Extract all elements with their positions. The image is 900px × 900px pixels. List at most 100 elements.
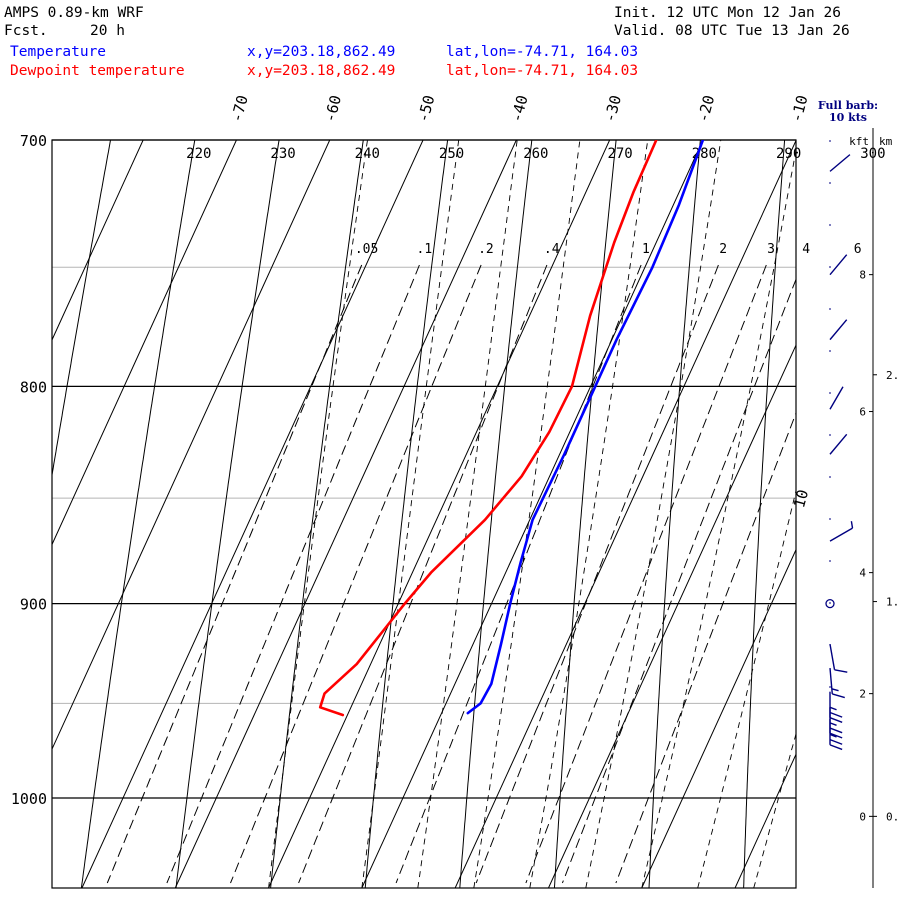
isotherm--60 [52,140,331,751]
dry-adiabat-label-290: 290 [776,146,801,162]
temperature-label--60: -60 [321,93,345,124]
wind-barb-feather-11-0 [829,744,843,751]
wind-barb-feather-10-1 [829,727,843,734]
pressure-label-700: 700 [20,132,47,150]
temperature-profile [466,140,705,715]
moist-adiabat-16 [697,488,796,888]
height-km-unit: km [879,135,893,148]
isotherm--20 [361,140,704,888]
mixing-ratio-line-5 [475,264,719,884]
mixing-ratio-line-0 [106,264,363,884]
mixing-ratio-line-6 [525,264,767,884]
km-label-2.: 2. [886,369,899,382]
temperature-label--30: -30 [601,93,625,124]
wind-barb-0 [829,154,851,172]
wind-barb-feather-9-1 [829,711,843,718]
wind-barb-feather-7-0 [834,669,848,673]
dry-adiabat-290 [743,140,786,888]
isotherm-10 [641,548,796,888]
temperature-label--50: -50 [414,93,438,124]
dry-adiabat-label-260: 260 [523,146,548,162]
mixing-ratio-line-1 [166,264,420,884]
moist-adiabat--20 [361,140,460,888]
wind-barb-7 [829,644,848,673]
moist-adiabat--2 [529,140,649,888]
kft-label-8: 8 [859,269,866,282]
forecast-label: Fcst. [4,23,48,39]
kft-label-6: 6 [859,406,866,419]
wind-barb-staff-5 [829,527,853,542]
wind-barb-staff-4 [829,433,848,455]
isotherm-20 [734,753,796,888]
chart-labels: 700 800 900 1000 -70 -60 -50 -40 -30 -20 -10 10 220 2… [11,93,886,808]
dry-adiabat-270 [553,140,617,888]
mixing-ratio-line-3 [298,264,548,884]
wind-barb-feather-9-2 [829,706,837,711]
legend-dewpoint-xy: x,y=203.18,862.49 [247,63,396,79]
wind-barb-feather-10-0 [829,732,843,739]
wind-barb-staff-2 [829,319,848,341]
valid-time: Valid. 08 UTC Tue 13 Jan 26 [614,23,850,39]
isotherm--50 [81,140,424,888]
plot-border [51,139,797,889]
temperature-label--20: -20 [694,93,718,124]
wind-barb-feather-5-0 [850,521,854,529]
isotherm--70 [52,140,237,546]
temperature-label-right-10: 10 [790,488,812,510]
legend-dewpoint-latlon: lat,lon=-74.71, 164.03 [446,63,639,79]
wind-barb-feather-8-1 [831,688,839,692]
chart-grid [0,114,900,889]
temperature-label--40: -40 [507,93,531,124]
mixing-ratio-label-.4: .4 [544,242,560,257]
dewpoint-temperature-profile [318,140,658,717]
forecast-hours: 20 h [90,23,125,39]
mixing-ratio-label-1: 1 [642,242,650,257]
wind-barb-feather-9-0 [829,717,843,723]
mixing-ratio-label-4: 4 [802,242,810,257]
pressure-label-900: 900 [20,596,47,614]
wind-barb-4 [829,433,848,455]
dry-adiabat-280 [648,140,701,888]
dry-adiabat-210 [52,140,111,479]
wind-barb-2 [829,319,848,341]
full-barb-note-line2: 10 kts [828,111,868,124]
chart-frame [51,139,797,889]
kft-label-2: 2 [859,688,866,701]
dry-adiabat-240 [270,140,364,888]
dry-adiabat-label-240: 240 [355,146,380,162]
height-axis: kft km 0 2 4 6 8 0. 1. 2. [849,128,899,888]
km-label-0.: 0. [886,810,899,823]
wind-barbs [825,140,854,751]
isotherm--10 [454,140,796,888]
height-kft-unit: kft [849,135,869,148]
mixing-ratio-label-.1: .1 [417,242,433,257]
wind-barb-calm-6 [825,598,835,609]
wind-barb-3 [829,386,844,410]
km-label-1.: 1. [886,596,899,609]
wind-barb-feather-11-1 [829,738,843,745]
moist-adiabat-28 [810,114,900,889]
isotherm-30 [828,140,900,888]
mixing-ratio-line-2 [230,264,482,884]
kft-label-0: 0 [859,810,866,823]
wind-barb-staff-0 [829,154,851,172]
legend-dewpoint-label: Dewpoint temperature [10,63,185,79]
isotherm--80 [52,140,144,342]
dry-adiabat-220 [80,140,196,888]
legend-temperature-latlon: lat,lon=-74.71, 164.03 [446,44,639,60]
dry-adiabat-label-270: 270 [607,146,632,162]
moist-adiabat--8 [473,140,581,888]
dry-adiabat-200 [0,140,26,888]
dry-adiabat-label-230: 230 [270,146,295,162]
wind-barb-8 [829,668,845,699]
dry-adiabat-230 [175,140,280,888]
init-time: Init. 12 UTC Mon 12 Jan 26 [614,5,841,21]
wind-barb-5 [829,521,854,542]
wind-barb-10 [829,707,843,739]
mixing-ratio-label-2: 2 [719,242,727,257]
legend-temperature-label: Temperature [10,44,107,60]
dry-adiabat-250 [364,140,449,888]
mixing-ratio-line-7 [561,277,796,884]
isotherm--40 [174,140,517,888]
